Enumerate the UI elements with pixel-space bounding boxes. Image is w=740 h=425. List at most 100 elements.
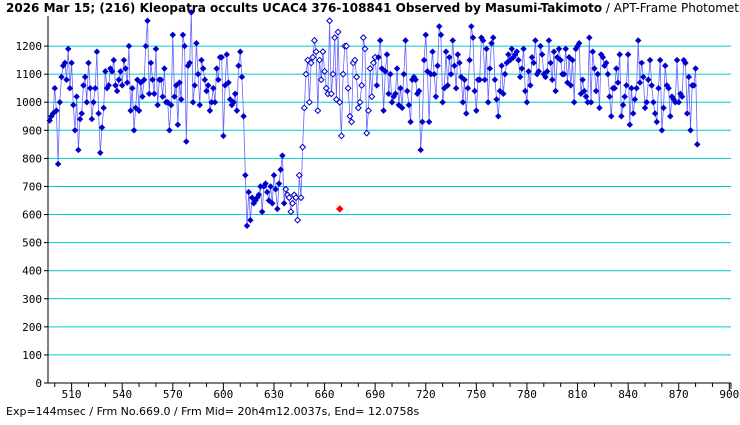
data-point (496, 87, 504, 95)
data-point (493, 96, 500, 103)
data-point (660, 104, 667, 112)
data-point (316, 56, 324, 64)
data-point (122, 65, 129, 72)
data-point (422, 31, 429, 39)
data-point (117, 68, 124, 75)
data-point (154, 101, 161, 109)
data-point (80, 82, 87, 89)
data-point (83, 99, 91, 106)
data-point (419, 118, 426, 126)
data-point (604, 70, 612, 78)
data-point (420, 56, 428, 64)
data-point (174, 121, 182, 128)
data-point (545, 37, 553, 44)
data-point (550, 48, 558, 55)
data-point (555, 45, 563, 53)
data-point (454, 51, 462, 58)
data-point (166, 127, 173, 134)
data-point (522, 87, 529, 95)
data-point (618, 113, 625, 120)
data-point (65, 45, 72, 53)
data-point (402, 37, 409, 44)
data-point (471, 87, 478, 95)
data-point (589, 48, 596, 55)
data-point (292, 194, 300, 202)
data-point (658, 127, 666, 134)
data-point (621, 93, 628, 100)
data-point (238, 73, 246, 81)
y-tick-label: 500 (22, 237, 42, 250)
data-point (369, 59, 377, 67)
data-point (692, 65, 699, 72)
data-point (226, 96, 234, 103)
data-point (608, 113, 615, 120)
data-point (611, 84, 618, 92)
data-point (457, 73, 465, 81)
data-point (535, 68, 542, 75)
data-point (575, 40, 583, 47)
data-point (348, 118, 356, 126)
data-point (201, 76, 209, 83)
data-point (322, 84, 330, 92)
data-point (461, 76, 468, 83)
data-point (270, 172, 278, 179)
data-point (113, 87, 121, 95)
data-point (317, 76, 325, 84)
data-point (210, 84, 217, 92)
x-tick-label: 780 (517, 388, 537, 400)
data-point (633, 84, 640, 92)
data-point (299, 143, 307, 151)
data-point (437, 31, 445, 39)
data-point (309, 53, 317, 61)
data-point (594, 70, 601, 78)
data-point (508, 45, 515, 53)
data-point (520, 45, 527, 53)
data-point (631, 96, 639, 103)
data-point (297, 194, 305, 202)
data-point (651, 110, 659, 117)
data-point (199, 65, 207, 72)
data-point (513, 48, 521, 55)
data-point (140, 76, 148, 83)
data-point (481, 76, 489, 83)
data-point (488, 40, 495, 47)
y-tick-label: 400 (22, 265, 42, 278)
data-point (63, 76, 70, 83)
data-point (425, 118, 433, 126)
data-point (650, 99, 657, 106)
data-point (331, 34, 339, 42)
data-point (171, 93, 178, 100)
data-point (557, 56, 564, 64)
data-point (243, 222, 251, 229)
data-point (361, 45, 369, 53)
data-point (102, 68, 109, 75)
data-point (476, 76, 483, 83)
y-tick-label: 1200 (16, 40, 43, 53)
data-point (118, 82, 126, 89)
x-tick-label: 600 (213, 388, 233, 400)
data-point (264, 188, 271, 196)
data-point (327, 90, 335, 98)
data-point (193, 40, 200, 47)
data-point (231, 90, 239, 98)
data-point (653, 118, 661, 126)
data-point (560, 70, 568, 78)
data-point (687, 127, 694, 134)
data-point (129, 84, 136, 92)
data-point (581, 87, 588, 95)
data-point (112, 82, 119, 89)
data-point (105, 82, 112, 89)
data-point (678, 93, 686, 100)
data-point (265, 197, 273, 204)
data-point (194, 70, 202, 78)
y-tick-label: 700 (22, 180, 42, 193)
data-point (451, 62, 458, 69)
data-point (49, 110, 57, 117)
data-point (489, 34, 497, 41)
data-point (58, 73, 65, 81)
data-point (567, 82, 575, 89)
x-tick-label: 900 (719, 388, 739, 400)
data-point (397, 84, 404, 92)
data-point (549, 76, 556, 83)
data-point (484, 99, 492, 106)
